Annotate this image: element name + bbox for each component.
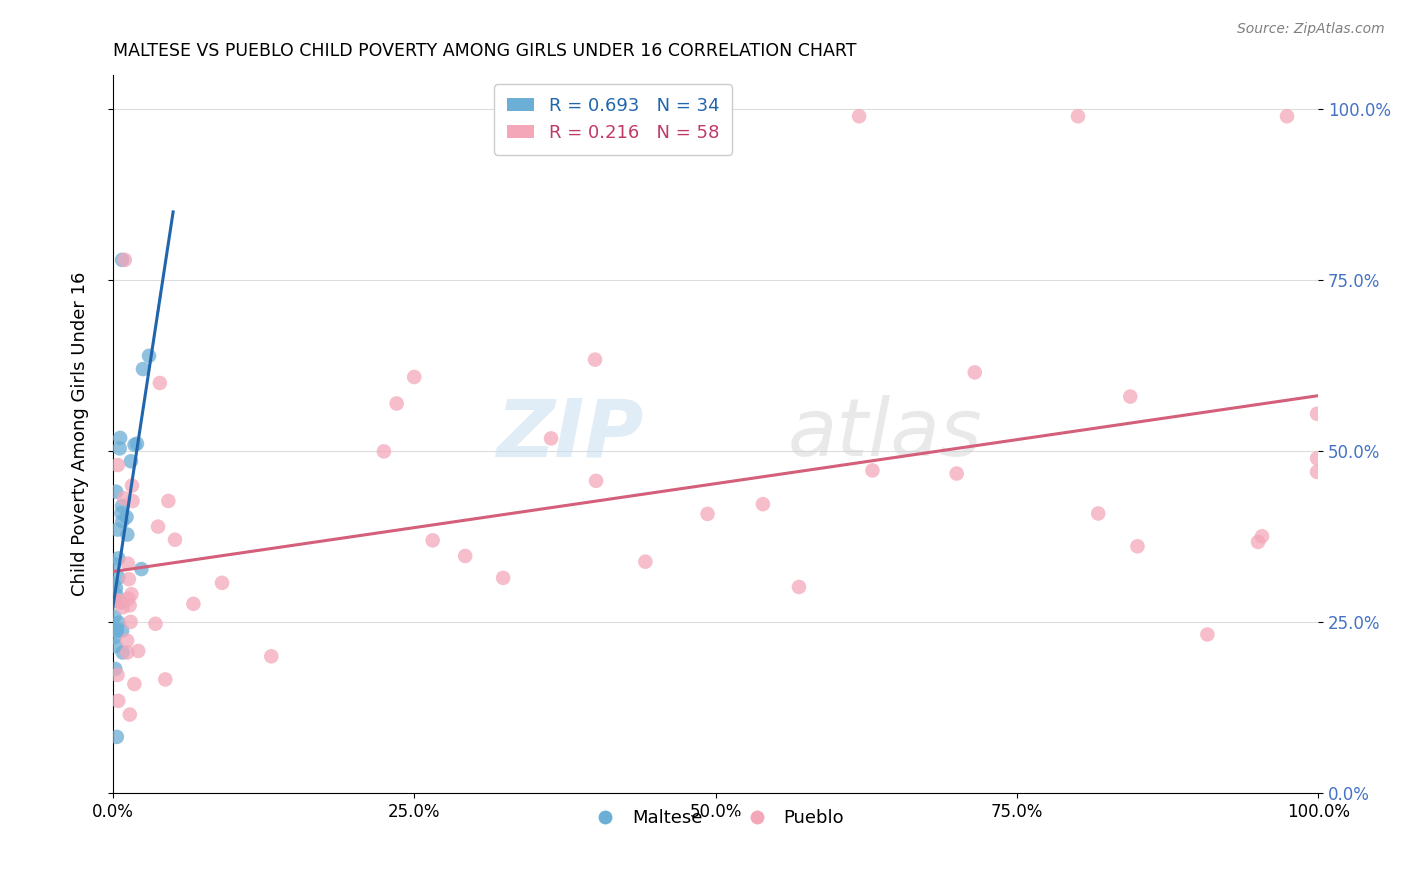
Point	[404, 370, 426, 384]
Point	[145, 616, 167, 631]
Point	[696, 507, 718, 521]
Point	[117, 557, 139, 571]
Point	[124, 677, 146, 691]
Point	[115, 633, 138, 648]
Point	[1251, 529, 1274, 543]
Point	[118, 572, 141, 586]
Y-axis label: Child Poverty Among Girls Under 16: Child Poverty Among Girls Under 16	[72, 272, 89, 597]
Point	[1067, 109, 1090, 123]
Point	[634, 555, 657, 569]
Point	[107, 668, 129, 682]
Point	[860, 463, 883, 477]
Point	[121, 494, 143, 508]
Point	[108, 431, 131, 445]
Point	[111, 252, 134, 267]
Point	[124, 438, 146, 452]
Point	[1087, 507, 1109, 521]
Point	[1306, 451, 1329, 466]
Point	[125, 436, 148, 450]
Point	[492, 571, 515, 585]
Point	[1119, 390, 1142, 404]
Point	[422, 533, 444, 548]
Point	[111, 600, 134, 615]
Point	[1275, 109, 1298, 123]
Point	[1197, 627, 1219, 641]
Point	[111, 514, 134, 528]
Point	[963, 365, 986, 379]
Point	[103, 557, 125, 571]
Point	[105, 622, 128, 636]
Point	[111, 499, 134, 513]
Point	[104, 639, 127, 653]
Point	[110, 595, 132, 609]
Point	[373, 444, 395, 458]
Point	[108, 442, 131, 456]
Point	[107, 593, 129, 607]
Point	[121, 478, 143, 492]
Point	[157, 494, 180, 508]
Point	[115, 510, 138, 524]
Point	[385, 396, 408, 410]
Point	[118, 599, 141, 613]
Point	[132, 362, 155, 376]
Point	[540, 431, 562, 445]
Point	[155, 673, 177, 687]
Text: atlas: atlas	[787, 395, 983, 474]
Point	[120, 615, 142, 629]
Legend: Maltese, Pueblo: Maltese, Pueblo	[579, 802, 852, 835]
Point	[108, 595, 131, 609]
Point	[103, 609, 125, 624]
Text: MALTESE VS PUEBLO CHILD POVERTY AMONG GIRLS UNDER 16 CORRELATION CHART: MALTESE VS PUEBLO CHILD POVERTY AMONG GI…	[112, 42, 856, 60]
Point	[107, 458, 129, 472]
Point	[110, 506, 132, 520]
Point	[112, 491, 135, 506]
Point	[787, 580, 810, 594]
Point	[163, 533, 186, 547]
Point	[105, 588, 128, 602]
Point	[104, 581, 127, 595]
Point	[104, 662, 127, 676]
Point	[1126, 539, 1149, 553]
Point	[120, 587, 142, 601]
Point	[260, 649, 283, 664]
Point	[107, 523, 129, 537]
Point	[127, 644, 149, 658]
Point	[117, 591, 139, 606]
Text: ZIP: ZIP	[496, 395, 643, 474]
Point	[585, 474, 607, 488]
Point	[118, 707, 141, 722]
Point	[752, 497, 775, 511]
Point	[117, 527, 139, 541]
Point	[105, 730, 128, 744]
Point	[149, 376, 172, 390]
Point	[114, 252, 136, 267]
Point	[1306, 407, 1329, 421]
Point	[104, 594, 127, 608]
Point	[131, 562, 153, 576]
Point	[120, 454, 142, 468]
Point	[1306, 465, 1329, 479]
Text: Source: ZipAtlas.com: Source: ZipAtlas.com	[1237, 22, 1385, 37]
Point	[111, 624, 134, 638]
Point	[107, 571, 129, 585]
Point	[104, 630, 127, 644]
Point	[454, 549, 477, 563]
Point	[1247, 535, 1270, 549]
Point	[107, 615, 129, 630]
Point	[146, 519, 169, 533]
Point	[105, 484, 128, 499]
Point	[103, 576, 125, 591]
Point	[107, 694, 129, 708]
Point	[115, 645, 138, 659]
Point	[138, 349, 160, 363]
Point	[945, 467, 967, 481]
Point	[583, 352, 606, 367]
Point	[211, 575, 233, 590]
Point	[107, 551, 129, 566]
Point	[111, 645, 134, 659]
Point	[105, 624, 128, 638]
Point	[183, 597, 205, 611]
Point	[848, 109, 870, 123]
